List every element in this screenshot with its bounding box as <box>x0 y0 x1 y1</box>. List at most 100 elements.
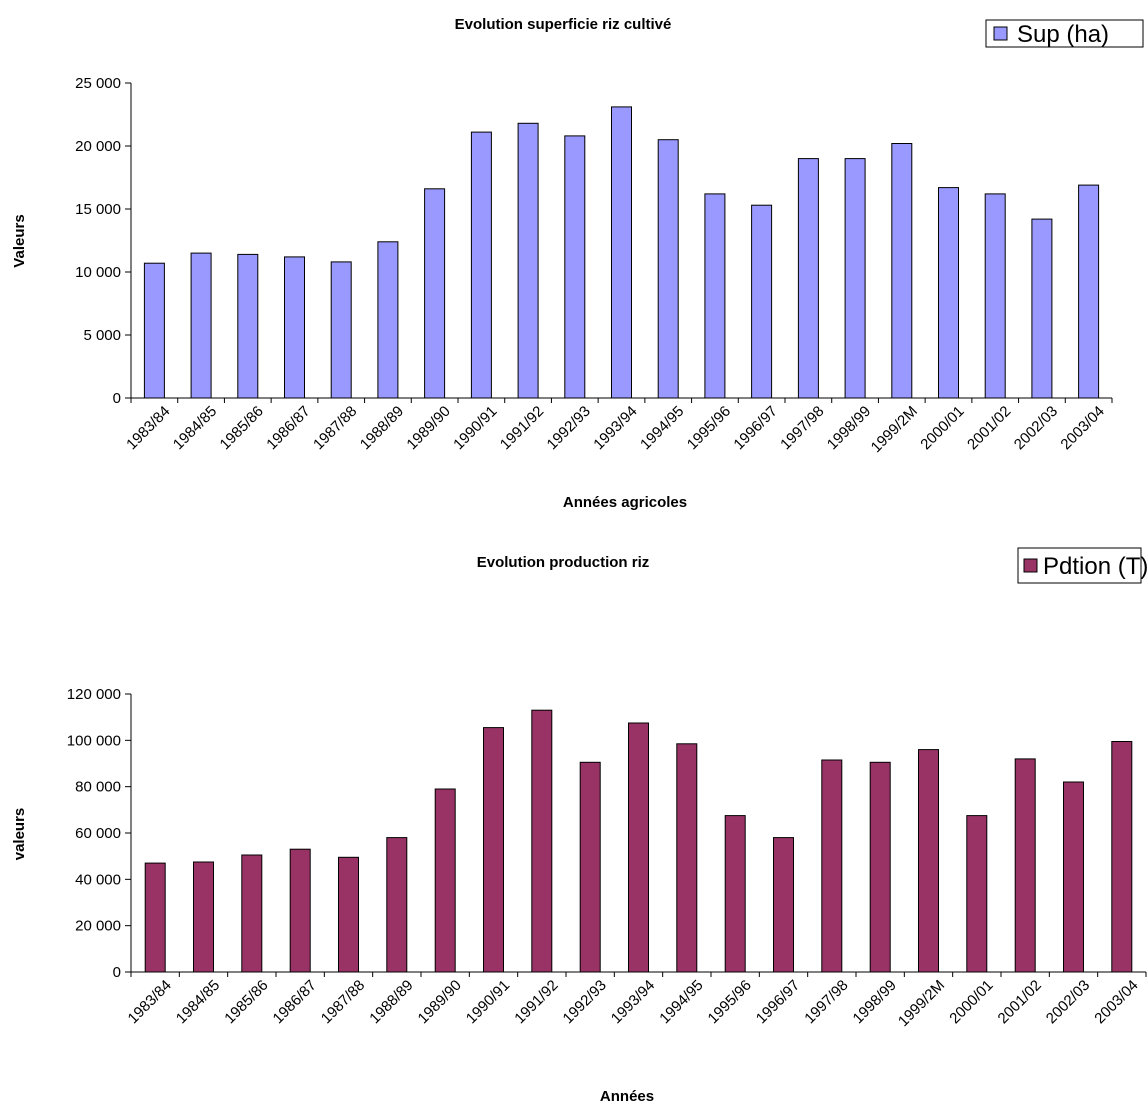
chart-1-bar <box>844 158 866 399</box>
chart-1-x-tick-label: 1986/87 <box>263 403 313 453</box>
chart-1-y-axis-title: Valeurs <box>11 214 28 267</box>
chart-1-x-tick-label: 1996/97 <box>730 403 780 453</box>
chart-2-legend-box <box>1017 547 1142 584</box>
chart-1-bar <box>1078 184 1100 399</box>
chart-1-bar <box>704 193 726 399</box>
chart-2-y-tick-label: 0 <box>113 964 121 981</box>
chart-2-bar <box>1014 758 1036 973</box>
chart-2-x-tick-label: 1984/85 <box>173 977 223 1027</box>
chart-2-bar <box>386 837 408 973</box>
chart-1-x-tick-label: 2003/04 <box>1057 403 1107 453</box>
chart-1-bar <box>891 143 913 399</box>
chart-1-bar <box>611 106 632 399</box>
chart-1-bar <box>1031 218 1053 399</box>
chart-1-bar <box>564 135 586 399</box>
chart-2-x-tick-label: 1997/98 <box>801 977 851 1027</box>
chart-2-x-tick-label: 1996/97 <box>753 977 803 1027</box>
chart-2-bar <box>676 743 698 973</box>
chart-2-x-tick-label: 1988/89 <box>366 977 416 1027</box>
chart-1-bar <box>377 241 399 399</box>
chart-1-x-tick-label: 2001/02 <box>964 403 1014 453</box>
chart-1-bar <box>751 204 773 399</box>
chart-2-bar <box>821 759 843 973</box>
chart-2-bar <box>434 788 456 973</box>
chart-1-bar <box>984 193 1006 399</box>
chart-2-bar <box>724 815 746 973</box>
chart-2-x-tick-label: 1995/96 <box>705 977 755 1027</box>
chart-1-y-tick-label: 20 000 <box>75 138 121 155</box>
chart-1-bar <box>797 158 819 399</box>
chart-2-bar <box>1063 781 1084 973</box>
chart-1-x-tick-label: 1984/85 <box>170 403 220 453</box>
chart-2-x-tick-label: 1991/92 <box>511 977 561 1027</box>
chart-2-x-tick-label: 1990/91 <box>463 977 513 1027</box>
chart-1-bar <box>424 188 446 399</box>
chart-2-bar <box>773 837 794 973</box>
chart-2-bar <box>918 749 939 973</box>
area-chart-2: Evolution production riz Pdtion (T) vale… <box>11 547 1147 1105</box>
chart-1-y-tick-label: 5 000 <box>83 327 121 344</box>
chart-2-plot-area: 0 20 000 40 000 60 000 80 000 100 000 120 000 1… <box>67 686 1147 1030</box>
chart-1-x-tick-label: 1991/92 <box>497 403 547 453</box>
chart-2-x-tick-label: 1994/95 <box>656 977 706 1027</box>
chart-2-x-tick-label: 1998/99 <box>850 977 900 1027</box>
chart-2-bar <box>241 854 263 973</box>
chart-1-x-tick-label: 1988/89 <box>357 403 407 453</box>
chart-2-x-tick-label: 2000/01 <box>946 977 996 1027</box>
chart-1-x-tick-label: 1983/84 <box>123 403 173 453</box>
chart-2-y-tick-label: 60 000 <box>75 825 121 842</box>
chart-2-x-axis-title: Années <box>600 1088 654 1105</box>
chart-2-bar <box>579 761 601 973</box>
chart-2-bar <box>483 727 504 973</box>
chart-2-bar <box>289 848 311 973</box>
chart-2-x-tick-label: 1983/84 <box>125 977 175 1027</box>
chart-1-x-tick-label: 1994/95 <box>637 403 687 453</box>
chart-1-x-tick-label: 1992/93 <box>544 403 594 453</box>
chart-1-bar <box>657 139 679 399</box>
chart-2-x-tick-label: 2002/03 <box>1043 977 1093 1027</box>
chart-1-bar <box>938 187 959 399</box>
chart-2-y-tick-label: 120 000 <box>67 686 121 703</box>
chart-1-x-tick-label: 1997/98 <box>777 403 827 453</box>
chart-1-legend-label: Sup (ha) <box>1017 21 1109 48</box>
chart-1-bar <box>237 253 259 399</box>
chart-2-y-tick-label: 100 000 <box>67 732 121 749</box>
chart-1-bar <box>143 262 165 399</box>
chart-1-x-tick-label: 1985/86 <box>217 403 267 453</box>
chart-1-bar <box>330 261 352 399</box>
chart-2-x-tick-label: 1992/93 <box>560 977 610 1027</box>
chart-1-y-tick-label: 25 000 <box>75 75 121 92</box>
chart-1-legend-swatch <box>993 26 1008 41</box>
chart-2-y-tick-label: 20 000 <box>75 918 121 935</box>
chart-1-x-tick-label: 1989/90 <box>403 403 453 453</box>
chart-2-title: Evolution production riz <box>477 554 650 571</box>
chart-2-bar <box>531 709 553 973</box>
chart-2-x-tick-label: 1987/88 <box>318 977 368 1027</box>
chart-1-x-tick-label: 2000/01 <box>917 403 967 453</box>
chart-2-bar <box>338 856 359 973</box>
chart-2-bar <box>144 862 166 973</box>
chart-2-bar <box>1111 741 1133 973</box>
chart-2-legend-swatch <box>1023 558 1038 573</box>
chart-1-x-tick-label: 1998/99 <box>824 403 874 453</box>
chart-2-bar <box>966 815 988 973</box>
chart-2-x-tick-label: 1993/94 <box>608 977 658 1027</box>
chart-2-x-tick-label: 1985/86 <box>221 977 271 1027</box>
chart-2-bar <box>628 722 649 973</box>
chart-2-x-tick-label: 1999/2M <box>895 977 948 1030</box>
area-chart-1: Evolution superficie riz cultivé Sup (ha… <box>11 16 1144 511</box>
chart-2-y-tick-label: 40 000 <box>75 871 121 888</box>
chart-2-y-axis-title: valeurs <box>11 808 28 861</box>
chart-2-x-tick-label: 1986/87 <box>270 977 320 1027</box>
chart-1-x-tick-label: 1987/88 <box>310 403 360 453</box>
chart-1-legend: Sup (ha) <box>985 19 1144 48</box>
chart-1-x-tick-label: 2002/03 <box>1011 403 1061 453</box>
chart-1-title: Evolution superficie riz cultivé <box>455 16 672 33</box>
chart-2-x-tick-label: 1989/90 <box>415 977 465 1027</box>
chart-1-y-tick-label: 10 000 <box>75 264 121 281</box>
chart-2-legend-label: Pdtion (T) <box>1043 553 1147 580</box>
chart-1-legend-box <box>985 19 1144 48</box>
chart-1-bar <box>190 252 212 399</box>
